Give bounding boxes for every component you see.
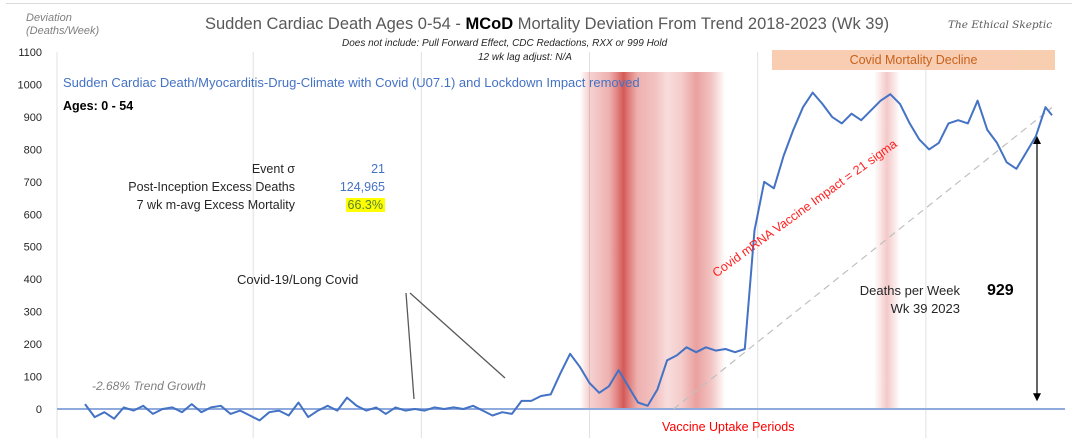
stat-label: Post-Inception Excess Deaths (128, 180, 295, 194)
vaccine-uptake-label: Vaccine Uptake Periods (662, 420, 795, 434)
arrow-head-up (1033, 136, 1041, 145)
covid-long-covid-annotation: Covid-19/Long Covid (237, 272, 359, 287)
stat-value: 21 (371, 162, 385, 176)
y-tick-label: 500 (24, 242, 42, 254)
stat-value: 124,965 (339, 180, 385, 194)
y-tick-label: 700 (24, 177, 42, 189)
y-tick-label: 400 (24, 274, 42, 286)
y-axis-ticks: 0 100 200 300 400 500 600 700 800 900 1000 1100 (18, 47, 42, 416)
brand-watermark: The Ethical Skeptic (948, 19, 1053, 31)
y-tick-label: 600 (24, 209, 42, 221)
chart-frame (6, 3, 1072, 448)
chart-title: Sudden Cardiac Death Ages 0-54 - MCoD Mo… (205, 15, 889, 34)
title-prefix: Sudden Cardiac Death Ages 0-54 - (205, 15, 466, 33)
vaccine-uptake-band (874, 72, 900, 409)
y-tick-label: 200 (24, 339, 42, 351)
highlighted-value: 66.3% (345, 198, 385, 212)
y-tick-label: 800 (24, 144, 42, 156)
stat-label: Event σ (251, 162, 295, 176)
y-tick-label: 0 (36, 404, 42, 416)
title-bold-mcod: MCoD (465, 15, 514, 33)
stat-label: 7 wk m-avg Excess Mortality (136, 198, 295, 212)
y-tick-label: 1000 (18, 79, 42, 91)
deaths-value: 929 (987, 282, 1014, 299)
y-tick-label: 300 (24, 307, 42, 319)
y-tick-label: 100 (24, 372, 42, 384)
vaccine-impact-trend-line (673, 107, 1053, 410)
deaths-per-week-label: Deaths per Week Wk 39 2023 (840, 282, 960, 318)
deaths-per-week-arrow (1033, 136, 1041, 402)
series-line-sudden-cardiac-death (84, 91, 1053, 422)
y-axis-label: Deviation (Deaths/Week) (26, 12, 126, 38)
series-subtitle: Sudden Cardiac Death/Myocarditis-Drug-Cl… (63, 75, 640, 90)
arrow-head-down (1033, 393, 1041, 402)
callout-line (409, 292, 506, 379)
note-exclusions: Does not include: Pull Forward Effect, C… (342, 38, 668, 49)
vaccine-uptake-band (579, 72, 726, 409)
y-tick-label: 900 (24, 112, 42, 124)
note-lag-adjust: 12 wk lag adjust: N/A (478, 52, 572, 63)
title-suffix: Mortality Deviation From Trend 2018-2023… (513, 15, 890, 33)
covid-callout-lines (405, 292, 506, 400)
y-axis-label-line2: (Deaths/Week) (26, 25, 100, 37)
deaths-per-week-line2: Wk 39 2023 (890, 301, 960, 316)
trend-growth-annotation: -2.68% Trend Growth (92, 379, 206, 393)
y-axis-label-line1: Deviation (26, 12, 72, 24)
covid-mortality-decline-banner: Covid Mortality Decline (772, 50, 1055, 70)
deaths-per-week-line1: Deaths per Week (859, 283, 960, 298)
y-tick-label: 1100 (18, 47, 42, 59)
vaccine-uptake-shading (579, 72, 900, 409)
stat-value-highlighted: 66.3% (310, 198, 385, 212)
callout-line (405, 292, 415, 400)
ages-label: Ages: 0 - 54 (63, 99, 134, 113)
